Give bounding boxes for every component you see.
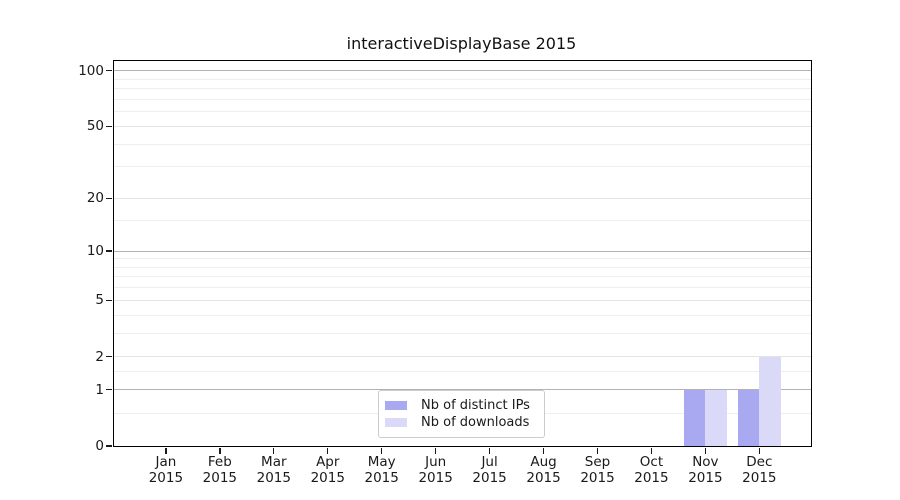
- plot-area: 0 1 2 5 10 20 50 100 Jan 2015 Feb 2015 Mar 2015 Apr…: [78, 60, 812, 486]
- x-axis-tick: [273, 447, 275, 454]
- x-axis-tick-label: May 2015: [364, 454, 399, 486]
- x-axis-tick: [758, 447, 761, 454]
- x-axis-tick-label: Feb 2015: [202, 454, 238, 486]
- minor-gridline: [114, 314, 811, 316]
- legend-swatch-icon: [385, 401, 407, 410]
- x-axis-tick: [219, 447, 221, 454]
- legend-swatch-icon: [385, 418, 407, 427]
- minor-gridline: [114, 111, 811, 113]
- x-axis-tick-label: Dec 2015: [742, 454, 777, 486]
- y-axis-tick-label: 10: [86, 243, 104, 260]
- major-gridline: [114, 250, 811, 252]
- minor-gridline: [114, 143, 811, 145]
- bar-downloads: [759, 356, 781, 446]
- y-axis-tick: [106, 125, 112, 128]
- x-axis-tick: [542, 447, 545, 454]
- chart-title: interactiveDisplayBase 2015: [346, 34, 577, 53]
- minor-gridline: [114, 276, 811, 278]
- minor-gridline: [114, 88, 811, 90]
- legend: Nb of distinct IPs Nb of downloads: [378, 390, 545, 438]
- x-axis-tick-label: Jul 2015: [472, 454, 507, 486]
- major-gridline: [114, 70, 811, 72]
- y-axis-tick-label: 2: [95, 348, 104, 365]
- gridline: [114, 197, 811, 199]
- y-axis-tick-label: 5: [95, 292, 104, 309]
- minor-gridline: [114, 258, 811, 260]
- y-axis-tick-label: 0: [95, 438, 104, 454]
- x-axis-tick: [488, 447, 491, 454]
- y-axis-tick-label: 50: [86, 118, 104, 135]
- x-axis-tick: [381, 447, 383, 454]
- y-axis-tick: [106, 299, 112, 302]
- bar-distinct-ips: [683, 389, 706, 446]
- gridline: [114, 299, 811, 301]
- minor-gridline: [114, 98, 811, 100]
- y-axis-tick: [106, 70, 112, 72]
- gridline: [114, 356, 811, 358]
- x-axis-tick-label: Jan 2015: [148, 454, 184, 486]
- gridline: [114, 125, 811, 127]
- bar-distinct-ips: [737, 389, 760, 446]
- minor-gridline: [114, 371, 811, 372]
- y-axis-tick: [106, 197, 112, 200]
- y-axis-tick: [106, 250, 112, 252]
- y-axis-tick-label: 20: [86, 190, 104, 207]
- minor-gridline: [114, 220, 811, 222]
- minor-gridline: [114, 332, 811, 334]
- major-gridline: [114, 389, 811, 391]
- x-axis-tick-label: Sep 2015: [580, 454, 615, 486]
- x-axis-tick-label: Aug 2015: [526, 454, 561, 486]
- x-axis-tick-label: Jun 2015: [418, 454, 453, 486]
- legend-item: Nb of distinct IPs: [385, 397, 536, 414]
- x-axis-tick: [434, 447, 437, 454]
- y-axis-tick-label: 1: [95, 381, 104, 398]
- y-axis-tick: [106, 355, 112, 358]
- y-axis-tick: [106, 388, 112, 391]
- x-axis-tick-label: Mar 2015: [256, 454, 291, 486]
- minor-gridline: [114, 166, 811, 168]
- minor-gridline: [114, 287, 811, 289]
- bar-downloads: [705, 389, 727, 446]
- x-axis-tick: [704, 447, 707, 454]
- minor-gridline: [114, 78, 811, 80]
- x-axis-tick-label: Apr 2015: [310, 454, 345, 486]
- minor-gridline: [114, 266, 811, 268]
- x-axis-tick-label: Oct 2015: [634, 454, 669, 486]
- legend-item: Nb of downloads: [385, 414, 536, 431]
- x-axis-tick: [327, 447, 329, 454]
- y-axis-tick-label: 100: [78, 62, 104, 79]
- x-axis-tick: [596, 447, 599, 454]
- x-axis-tick-label: Nov 2015: [688, 454, 723, 486]
- x-axis-tick: [165, 447, 167, 454]
- legend-label: Nb of downloads: [421, 415, 530, 430]
- y-axis-tick: [106, 445, 112, 447]
- legend-label: Nb of distinct IPs: [421, 398, 530, 413]
- x-axis-tick: [650, 447, 653, 454]
